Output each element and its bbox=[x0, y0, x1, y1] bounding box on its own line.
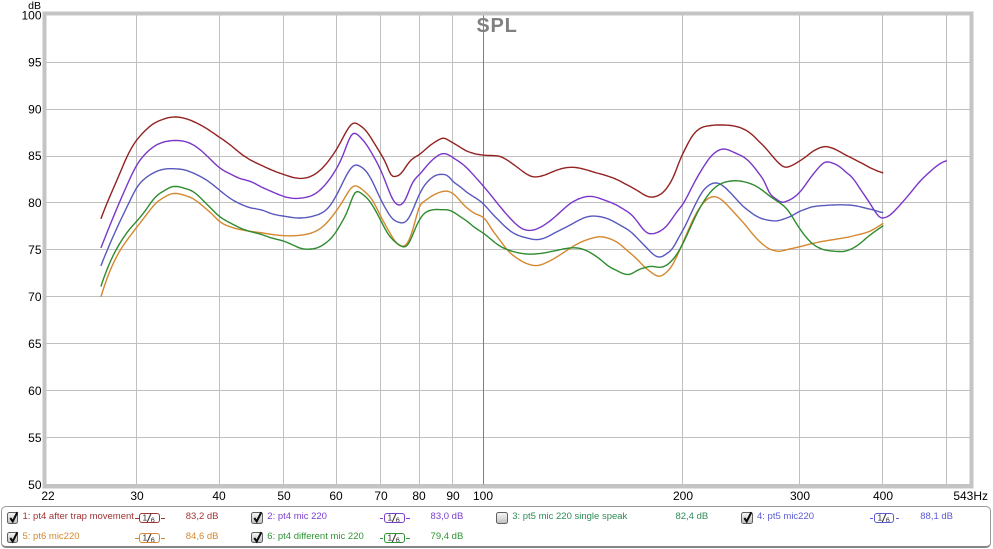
svg-text:55: 55 bbox=[28, 431, 42, 445]
svg-text:1: 1 bbox=[143, 514, 148, 522]
svg-text:543Hz: 543Hz bbox=[953, 489, 988, 503]
svg-text:95: 95 bbox=[28, 55, 42, 69]
svg-text:85: 85 bbox=[28, 149, 42, 163]
svg-text:50: 50 bbox=[28, 478, 42, 492]
svg-text:6: 6 bbox=[151, 538, 155, 543]
svg-text:400: 400 bbox=[873, 489, 893, 503]
svg-text:90: 90 bbox=[28, 102, 42, 116]
svg-text:100: 100 bbox=[473, 489, 493, 503]
svg-text:6: 6 bbox=[886, 518, 890, 523]
svg-text:40: 40 bbox=[212, 489, 226, 503]
svg-text:dB: dB bbox=[28, 0, 41, 12]
svg-text:22: 22 bbox=[41, 489, 55, 503]
svg-text:SPL: SPL bbox=[476, 15, 517, 37]
svg-text:30: 30 bbox=[130, 489, 144, 503]
svg-text:6: 6 bbox=[396, 538, 400, 543]
svg-text:6: 6 bbox=[396, 518, 400, 523]
svg-text:75: 75 bbox=[28, 243, 42, 257]
svg-text:1: 1 bbox=[877, 514, 882, 522]
svg-text:70: 70 bbox=[28, 290, 42, 304]
svg-text:80: 80 bbox=[412, 489, 426, 503]
svg-text:200: 200 bbox=[673, 489, 693, 503]
svg-text:80: 80 bbox=[28, 196, 42, 210]
svg-text:1: 1 bbox=[143, 534, 148, 542]
svg-text:1: 1 bbox=[388, 534, 393, 542]
svg-text:6: 6 bbox=[151, 518, 155, 523]
svg-text:90: 90 bbox=[446, 489, 460, 503]
svg-text:100: 100 bbox=[21, 8, 41, 22]
svg-text:65: 65 bbox=[28, 337, 42, 351]
svg-text:60: 60 bbox=[28, 384, 42, 398]
svg-text:300: 300 bbox=[790, 489, 810, 503]
svg-text:70: 70 bbox=[374, 489, 388, 503]
svg-text:50: 50 bbox=[277, 489, 291, 503]
svg-text:1: 1 bbox=[388, 514, 393, 522]
svg-text:60: 60 bbox=[329, 489, 343, 503]
